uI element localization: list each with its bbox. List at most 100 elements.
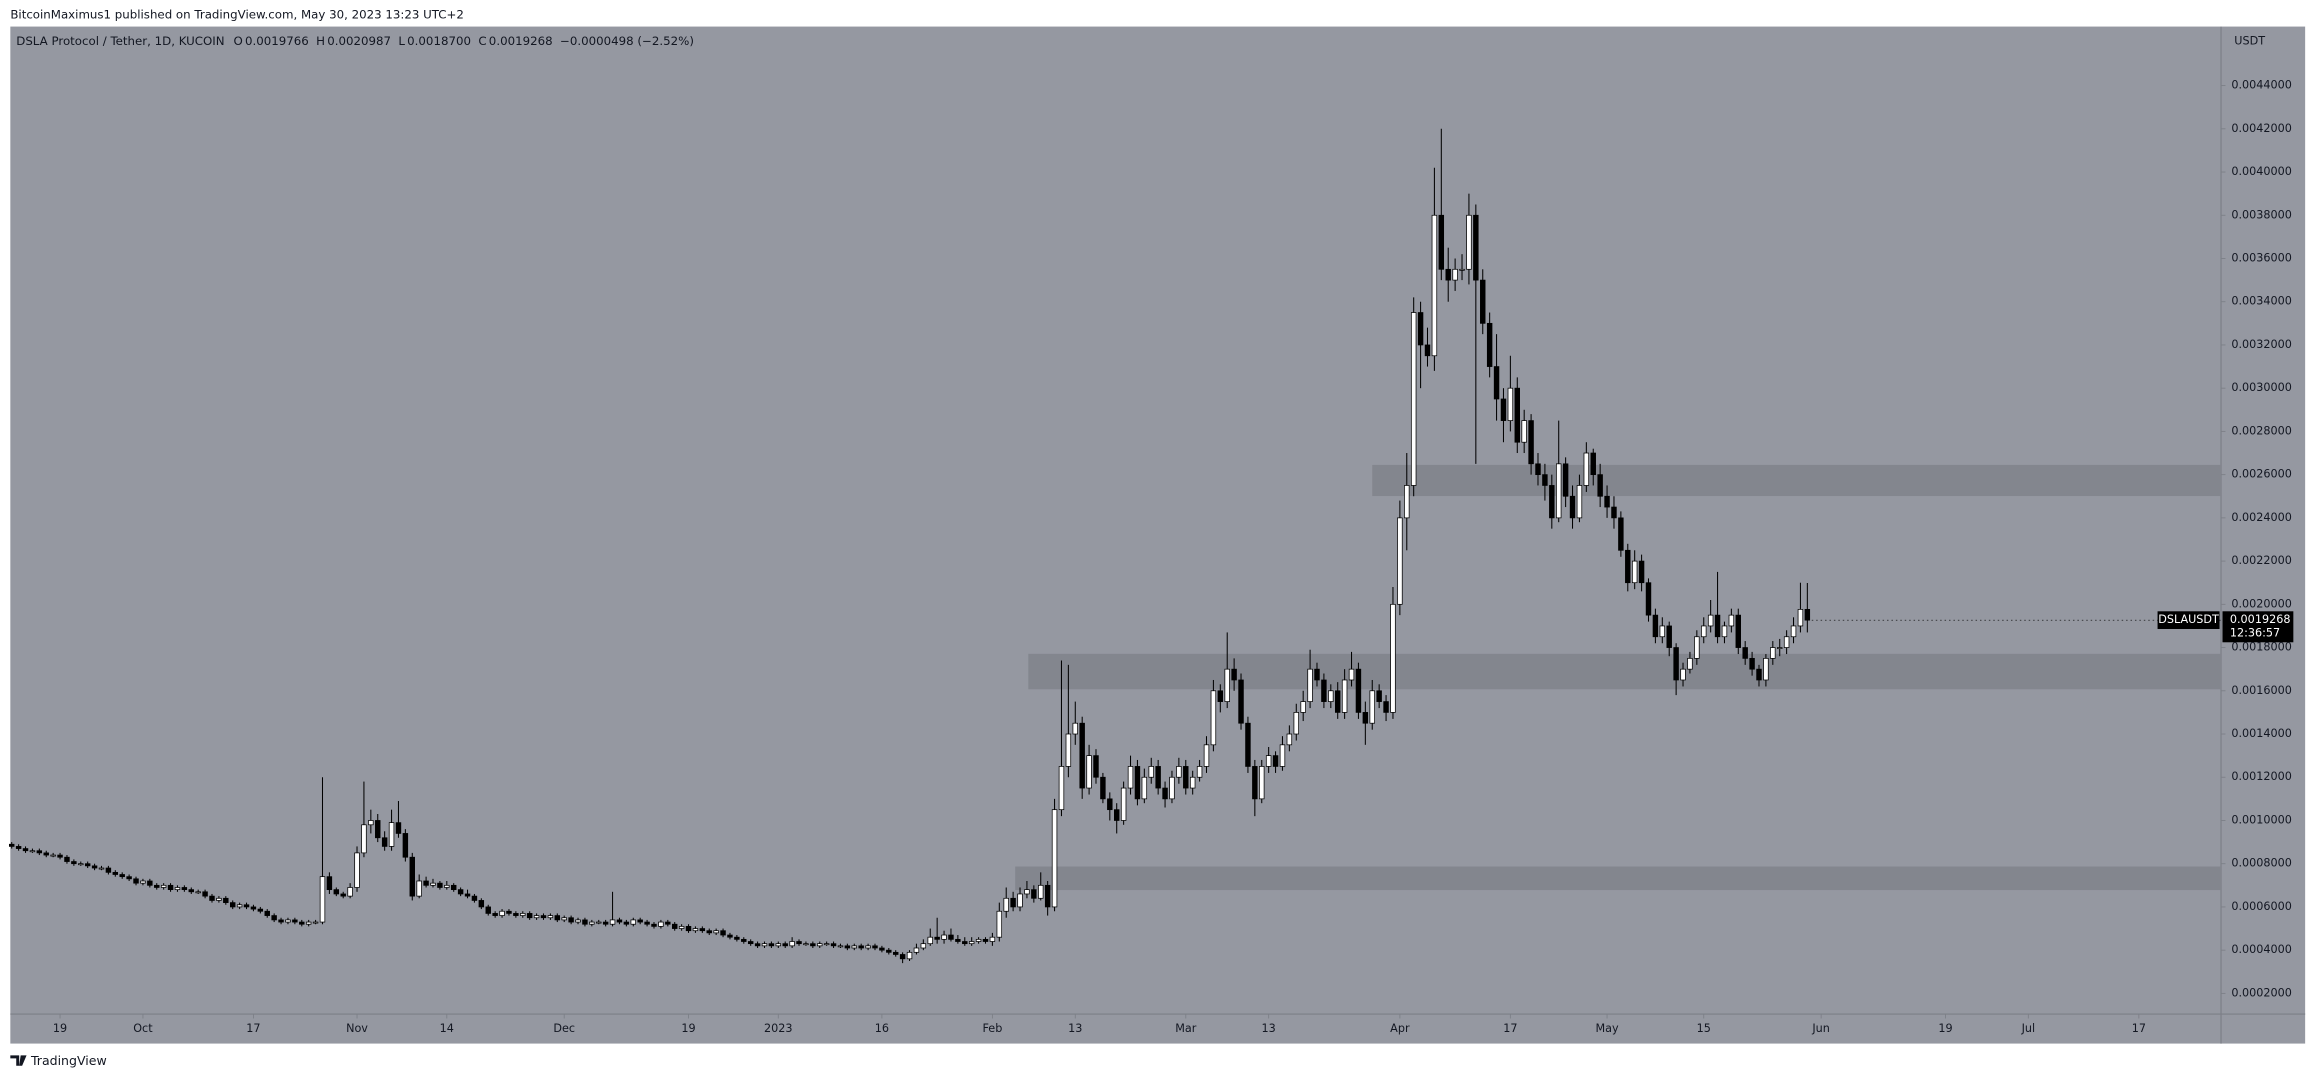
candle-body — [50, 854, 56, 857]
candle-body — [257, 908, 264, 912]
candle-body — [1369, 690, 1375, 724]
y-tick-label: 0.0014000 — [2231, 727, 2292, 740]
y-tick-label: 0.0002000 — [2231, 986, 2292, 999]
candle-body — [1549, 485, 1555, 519]
candle-body — [671, 923, 678, 929]
candle-body — [1279, 744, 1286, 767]
candle-body — [1024, 889, 1030, 895]
candle-body — [823, 943, 830, 946]
x-tick-label: 15 — [1697, 1022, 1711, 1035]
candle-body — [409, 856, 415, 897]
candle-body — [188, 889, 194, 893]
y-tick-label: 0.0038000 — [2231, 208, 2292, 221]
candle-body — [1466, 214, 1472, 270]
candle-body — [98, 867, 105, 870]
candle-body — [1611, 506, 1617, 519]
candle-body — [388, 822, 395, 847]
candle-body — [533, 915, 540, 919]
y-tick-label: 0.0040000 — [2231, 165, 2292, 178]
candle-body — [810, 943, 816, 947]
candle-body — [264, 910, 270, 916]
candle-body — [761, 943, 768, 947]
candle-body — [1721, 625, 1728, 638]
candle-body — [29, 850, 36, 853]
candle-body — [78, 863, 84, 866]
legend-key: H — [316, 34, 325, 48]
axes: 0.0002000 0.0004000 0.0006000 0.0008000 0.00… — [53, 79, 2292, 1035]
candle-body — [1735, 614, 1741, 648]
candle-body — [886, 949, 892, 953]
candle-body — [962, 941, 968, 945]
y-tick-label: 0.0044000 — [2231, 79, 2292, 92]
candle-body — [1127, 766, 1134, 789]
candle-body — [1673, 647, 1679, 681]
candle-body — [437, 882, 443, 888]
candle-body — [478, 900, 485, 908]
candle-body — [1583, 452, 1590, 486]
symbol-tag: DSLAUSDT — [2158, 613, 2219, 626]
candle-body — [526, 913, 533, 919]
candle-body — [817, 943, 823, 947]
candle-body — [216, 897, 222, 901]
candle-body — [644, 921, 650, 925]
candle-body — [209, 895, 215, 901]
candle-body — [1714, 614, 1721, 638]
candle-body — [996, 910, 1003, 938]
legend-change: −0.0000498 (−2.52%) — [560, 34, 694, 48]
candle-body — [782, 943, 788, 947]
candle-body — [36, 850, 43, 854]
candle-body — [1107, 798, 1113, 811]
tradingview-logo: TradingView — [10, 1053, 107, 1068]
legend-key: O — [233, 34, 242, 48]
candle-body — [174, 887, 181, 891]
support-resistance-zone — [1028, 653, 2222, 690]
candle-body — [927, 936, 933, 945]
candle-body — [1763, 657, 1769, 681]
candle-body — [1701, 625, 1707, 638]
y-tick-label: 0.0012000 — [2231, 770, 2292, 783]
candle-body — [706, 930, 712, 934]
candle-body — [734, 936, 740, 940]
candle-body — [1404, 485, 1410, 519]
candle-body — [1514, 387, 1520, 443]
x-tick-label: 16 — [875, 1022, 889, 1035]
y-tick-label: 0.0006000 — [2231, 900, 2292, 913]
ohlc-legend: O 0.0019766 H 0.0020987 L 0.0018700 C 0.0019268… — [233, 34, 694, 48]
y-tick-label: 0.0030000 — [2231, 381, 2292, 394]
x-tick-label: 19 — [53, 1022, 67, 1035]
x-tick-label: 13 — [1262, 1022, 1276, 1035]
candle-body — [1272, 755, 1279, 767]
candle-body — [1328, 690, 1334, 702]
y-tick-label: 0.0036000 — [2231, 251, 2292, 264]
candle-body — [1003, 897, 1009, 912]
x-tick-label: Oct — [133, 1022, 153, 1035]
candle-body — [112, 871, 119, 875]
candle-body — [444, 884, 450, 888]
candle-body — [416, 880, 422, 897]
candle-body — [292, 919, 298, 923]
candle-body — [1431, 214, 1438, 357]
candle-body — [803, 943, 809, 946]
logo-icon — [10, 1055, 27, 1066]
candle-body — [1417, 312, 1424, 346]
candle-body — [1038, 884, 1044, 899]
x-tick-label: 19 — [681, 1022, 695, 1035]
brand: TradingView — [30, 1053, 107, 1068]
candle-body — [299, 921, 305, 925]
candle-body — [1210, 690, 1217, 746]
y-tick-label: 0.0010000 — [2231, 813, 2292, 826]
candle-body — [236, 904, 243, 908]
candle-body — [381, 837, 388, 847]
candle-body — [879, 947, 885, 951]
y-tick-label: 0.0008000 — [2231, 857, 2292, 870]
price-tag-bg — [2222, 611, 2294, 643]
candle-body — [195, 891, 201, 894]
candle-body — [1265, 755, 1272, 767]
candle-body — [1438, 214, 1445, 270]
candle-body — [1680, 668, 1686, 681]
candle-body — [1493, 366, 1500, 400]
candle-body — [568, 917, 574, 923]
y-tick-label: 0.0020000 — [2231, 597, 2292, 610]
candle-body — [602, 921, 609, 925]
candle-body — [1341, 679, 1348, 713]
